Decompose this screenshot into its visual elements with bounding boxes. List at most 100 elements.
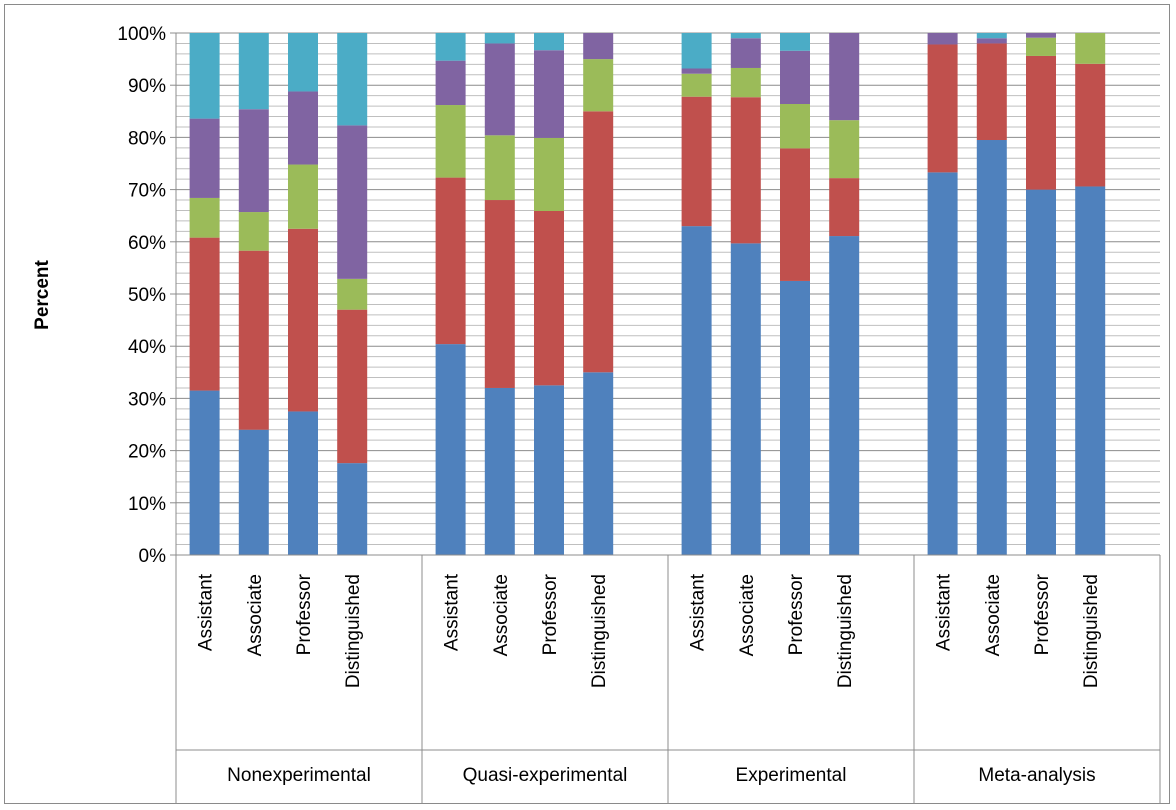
group-label: Quasi-experimental — [463, 765, 628, 786]
bar-segment-experimental-associate-0 — [730, 243, 761, 555]
category-label: Professor — [1032, 573, 1053, 655]
y-tick-label: 20% — [128, 442, 166, 463]
bar-segment-experimental-assistant-3 — [681, 68, 712, 74]
category-label: Professor — [786, 573, 807, 655]
bar-segment-quasi-experimental-assistant-1 — [435, 177, 466, 345]
category-label: Assistant — [196, 573, 217, 651]
bar-segment-meta-analysis-professor-0 — [1026, 189, 1056, 555]
bar-segment-nonexperimental-associate-1 — [238, 250, 269, 430]
category-label: Assistant — [442, 573, 463, 651]
bar-segment-experimental-professor-4 — [780, 33, 810, 51]
y-tick-label: 70% — [128, 181, 166, 202]
bar-segment-meta-analysis-associate-4 — [976, 33, 1007, 39]
bar-segment-nonexperimental-distinguished-4 — [337, 33, 368, 126]
bar-segment-experimental-professor-2 — [780, 103, 810, 149]
bar-segment-nonexperimental-distinguished-1 — [337, 309, 368, 464]
bar-segment-meta-analysis-associate-0 — [976, 140, 1007, 555]
y-tick-label: 0% — [139, 546, 167, 567]
y-axis-title: Percent — [32, 259, 53, 329]
y-tick-label: 10% — [128, 494, 166, 515]
bar-segment-quasi-experimental-associate-0 — [484, 387, 515, 555]
bar-segment-experimental-associate-2 — [730, 67, 761, 98]
bar-segment-nonexperimental-associate-2 — [238, 212, 269, 251]
category-label: Associate — [737, 574, 758, 656]
category-label: Distinguished — [1081, 574, 1102, 688]
bar-segment-quasi-experimental-distinguished-0 — [583, 372, 614, 555]
bar-segment-nonexperimental-distinguished-0 — [337, 463, 368, 555]
bar-segment-meta-analysis-assistant-3 — [927, 33, 958, 45]
bar-segment-experimental-distinguished-2 — [829, 120, 860, 179]
bar-segment-quasi-experimental-professor-4 — [534, 33, 564, 51]
bar-segment-meta-analysis-distinguished-2 — [1075, 33, 1106, 64]
group-label: Nonexperimental — [227, 765, 371, 786]
y-tick-label: 100% — [117, 24, 166, 45]
bar-segment-meta-analysis-professor-1 — [1026, 55, 1056, 190]
bar-segment-quasi-experimental-associate-3 — [484, 43, 515, 136]
bar-segment-experimental-assistant-4 — [681, 33, 712, 69]
y-tick-label: 60% — [128, 233, 166, 254]
bar-segment-nonexperimental-assistant-1 — [189, 237, 220, 391]
bar-segment-nonexperimental-distinguished-2 — [337, 278, 368, 310]
group-label: Meta-analysis — [978, 765, 1095, 786]
bar-segment-quasi-experimental-assistant-0 — [435, 344, 466, 555]
category-label: Distinguished — [343, 574, 364, 688]
bar-segment-nonexperimental-assistant-0 — [189, 390, 220, 555]
bar-segment-experimental-professor-1 — [780, 148, 810, 281]
bar-segment-quasi-experimental-distinguished-1 — [583, 111, 614, 373]
bar-segment-nonexperimental-professor-3 — [288, 91, 318, 165]
category-label: Distinguished — [835, 574, 856, 688]
bar-segment-quasi-experimental-associate-2 — [484, 135, 515, 201]
bar-segment-experimental-assistant-1 — [681, 96, 712, 227]
bar-segment-quasi-experimental-assistant-2 — [435, 105, 466, 178]
group-label: Experimental — [736, 765, 847, 786]
category-label: Distinguished — [589, 574, 610, 688]
bar-segment-meta-analysis-associate-3 — [976, 38, 1007, 44]
bar-segment-quasi-experimental-associate-1 — [484, 200, 515, 388]
bar-segment-quasi-experimental-distinguished-3 — [583, 33, 614, 60]
bar-segment-meta-analysis-distinguished-1 — [1075, 63, 1106, 187]
bar-segment-nonexperimental-assistant-3 — [189, 118, 220, 198]
bar-segment-experimental-professor-3 — [780, 50, 810, 104]
category-label: Associate — [983, 574, 1004, 656]
y-tick-label: 40% — [128, 337, 166, 358]
bar-segment-meta-analysis-distinguished-0 — [1075, 186, 1106, 555]
bar-segment-quasi-experimental-assistant-4 — [435, 33, 466, 61]
category-label: Professor — [294, 573, 315, 655]
category-label: Associate — [491, 574, 512, 656]
y-tick-label: 80% — [128, 128, 166, 149]
bar-segment-experimental-professor-0 — [780, 280, 810, 555]
category-label: Assistant — [688, 573, 709, 651]
bar-segment-quasi-experimental-assistant-3 — [435, 60, 466, 106]
bar-segment-nonexperimental-professor-2 — [288, 164, 318, 229]
bar-segment-quasi-experimental-distinguished-2 — [583, 59, 614, 112]
bar-segment-nonexperimental-associate-3 — [238, 109, 269, 213]
bar-segment-nonexperimental-assistant-2 — [189, 197, 220, 238]
bar-segment-quasi-experimental-professor-3 — [534, 50, 564, 138]
bar-segment-nonexperimental-associate-4 — [238, 33, 269, 110]
bar-segment-nonexperimental-assistant-4 — [189, 33, 220, 119]
bar-segment-quasi-experimental-professor-1 — [534, 211, 564, 386]
y-tick-label: 30% — [128, 389, 166, 410]
bar-segment-nonexperimental-associate-0 — [238, 429, 269, 555]
bar-segment-nonexperimental-professor-0 — [288, 411, 318, 555]
bar-segment-meta-analysis-professor-2 — [1026, 37, 1056, 56]
category-label: Associate — [245, 574, 266, 656]
bar-segment-quasi-experimental-associate-4 — [484, 33, 515, 44]
bar-segment-experimental-associate-3 — [730, 38, 761, 68]
bar-segment-experimental-distinguished-0 — [829, 236, 860, 556]
bar-segment-experimental-distinguished-3 — [829, 33, 860, 121]
bar-segment-nonexperimental-professor-4 — [288, 33, 318, 92]
y-tick-label: 50% — [128, 285, 166, 306]
bar-segment-experimental-distinguished-1 — [829, 178, 860, 237]
bar-segment-meta-analysis-professor-3 — [1026, 33, 1056, 38]
bar-segment-experimental-associate-1 — [730, 97, 761, 244]
bar-segment-meta-analysis-assistant-1 — [927, 44, 958, 173]
bar-segment-quasi-experimental-professor-2 — [534, 137, 564, 212]
category-label: Assistant — [934, 573, 955, 651]
bar-segment-experimental-assistant-0 — [681, 226, 712, 555]
bar-segment-experimental-associate-4 — [730, 33, 761, 39]
y-tick-label: 90% — [128, 76, 166, 97]
bar-segment-nonexperimental-professor-1 — [288, 228, 318, 412]
bar-segment-meta-analysis-associate-1 — [976, 43, 1007, 141]
